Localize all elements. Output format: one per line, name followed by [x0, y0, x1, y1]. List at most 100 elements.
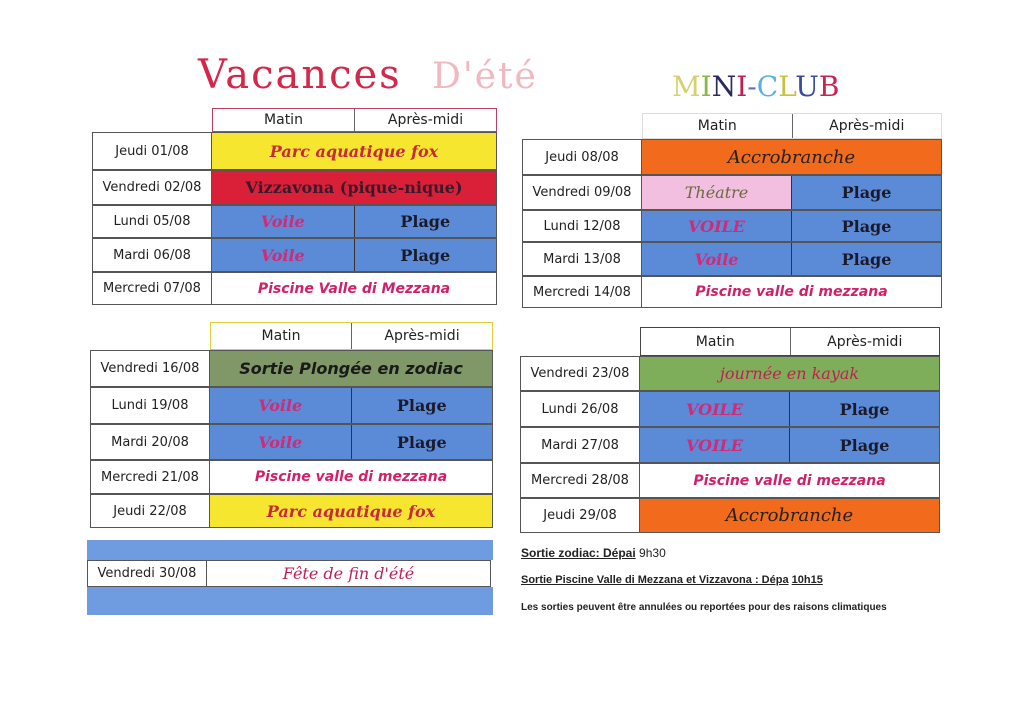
date-cell: Vendredi 23/08	[520, 356, 640, 391]
date-cell: Lundi 12/08	[522, 210, 642, 242]
header-apres-midi: Après-midi	[387, 112, 464, 128]
club-letter: I	[736, 70, 748, 103]
activity-cells: VOILE Plage	[640, 391, 940, 427]
header-matin: Matin	[643, 114, 793, 138]
date-cell: Vendredi 30/08	[87, 560, 207, 587]
activity-cell: Plage	[351, 425, 492, 459]
date-cell: Mercredi 28/08	[520, 463, 640, 498]
date-cell: Lundi 19/08	[90, 387, 210, 424]
note-piscine-label: Sortie Piscine Valle di Mezzana et Vizza…	[521, 574, 789, 586]
date-cell: Mercredi 14/08	[522, 276, 642, 308]
table-header: Matin Après-midi	[212, 108, 497, 132]
table-row: Mardi 13/08 Voile Plage	[522, 242, 942, 276]
table-row: Mercredi 14/08 Piscine valle di mezzana	[522, 276, 942, 308]
activity-cells: Vizzavona (pique-nique)	[212, 170, 497, 205]
activity-cells: Accrobranche	[642, 139, 942, 175]
activity-cell: Piscine valle di mezzana	[640, 464, 939, 497]
activity-cell: Parc aquatique fox	[212, 133, 496, 169]
note-piscine-time: 10h15	[791, 574, 823, 586]
activity-cells: Théatre Plage	[642, 175, 942, 210]
table-row: Lundi 26/08 VOILE Plage	[520, 391, 940, 427]
table-row: Mardi 20/08 Voile Plage	[90, 424, 493, 460]
date-cell: Mercredi 07/08	[92, 272, 212, 305]
table-row: Jeudi 29/08 Accrobranche	[520, 498, 940, 533]
table-row: Vendredi 23/08 journée en kayak	[520, 356, 940, 391]
note-disclaimer: Les sorties peuvent être annulées ou rep…	[521, 602, 887, 613]
activity-cells: Piscine Valle di Mezzana	[212, 272, 497, 305]
table-header: Matin Après-midi	[642, 113, 942, 139]
activity-cells: Piscine valle di mezzana	[210, 460, 493, 494]
table-row: Mercredi 07/08 Piscine Valle di Mezzana	[92, 272, 497, 305]
activity-cells: Voile Plage	[642, 242, 942, 276]
activity-cells: Voile Plage	[212, 205, 497, 238]
table-row: Vendredi 02/08 Vizzavona (pique-nique)	[92, 170, 497, 205]
activity-cells: Accrobranche	[640, 498, 940, 533]
table-header: Matin Après-midi	[210, 322, 493, 350]
date-cell: Vendredi 02/08	[92, 170, 212, 205]
club-letter: M	[672, 70, 701, 103]
date-cell: Lundi 05/08	[92, 205, 212, 238]
table-header: Matin Après-midi	[640, 327, 940, 356]
blue-band-bottom	[87, 587, 493, 615]
note-piscine: Sortie Piscine Valle di Mezzana et Vizza…	[521, 574, 823, 586]
activity-cells: Parc aquatique fox	[212, 132, 497, 170]
activity-cell: Plage	[790, 428, 939, 462]
activity-cell: VOILE	[640, 428, 790, 462]
activity-cells: Piscine valle di mezzana	[640, 463, 940, 498]
table-row: Jeudi 08/08 Accrobranche	[522, 139, 942, 175]
activity-cell: VOILE	[642, 211, 792, 241]
header-apres-midi: Après-midi	[384, 328, 460, 344]
table-row-final: Vendredi 30/08 Fête de fin d'été	[87, 560, 491, 587]
table-row: Lundi 19/08 Voile Plage	[90, 387, 493, 424]
activity-cells: VOILE Plage	[640, 427, 940, 463]
table-row: Vendredi 16/08 Sortie Plongée en zodiac	[90, 350, 493, 387]
activity-cell: Plage	[790, 392, 939, 426]
note-zodiac-time: 9h30	[639, 546, 666, 560]
activity-cell: Voile	[642, 243, 792, 275]
club-letter: N	[711, 70, 737, 103]
header-matin: Matin	[641, 328, 791, 355]
table-row: Lundi 05/08 Voile Plage	[92, 205, 497, 238]
activity-cell: Vizzavona (pique-nique)	[212, 171, 496, 204]
note-zodiac-label: Sortie zodiac: Dépai	[521, 546, 636, 560]
activity-cell: Piscine Valle di Mezzana	[212, 273, 496, 304]
club-letter: I	[700, 70, 712, 103]
club-letter: B	[818, 70, 840, 103]
club-letter: L	[778, 70, 796, 103]
table-row: Mardi 06/08 Voile Plage	[92, 238, 497, 272]
date-cell: Jeudi 22/08	[90, 494, 210, 528]
header-matin: Matin	[211, 323, 352, 349]
activity-cell: Plage	[354, 206, 496, 237]
header-matin: Matin	[213, 109, 355, 131]
date-cell: Vendredi 09/08	[522, 175, 642, 210]
table-row: Jeudi 22/08 Parc aquatique fox	[90, 494, 493, 528]
activity-cell: Piscine valle di mezzana	[210, 461, 492, 493]
activity-cell: Plage	[792, 211, 941, 241]
date-cell: Mardi 27/08	[520, 427, 640, 463]
note-zodiac: Sortie zodiac: Dépai 9h30	[521, 546, 666, 560]
activity-cell: Accrobranche	[640, 499, 939, 532]
club-letter: -	[747, 70, 757, 103]
activity-cells: Voile Plage	[210, 387, 493, 424]
activity-cells: VOILE Plage	[642, 210, 942, 242]
activity-cells: journée en kayak	[640, 356, 940, 391]
activity-cells: Parc aquatique fox	[210, 494, 493, 528]
date-cell: Jeudi 29/08	[520, 498, 640, 533]
activity-cell: VOILE	[640, 392, 790, 426]
activity-cell: Accrobranche	[642, 140, 941, 174]
table-row: Mardi 27/08 VOILE Plage	[520, 427, 940, 463]
activity-cell: Plage	[792, 176, 941, 209]
activity-cell: Voile	[210, 425, 352, 459]
activity-cell: Voile	[212, 206, 355, 237]
activity-cells: Piscine valle di mezzana	[642, 276, 942, 308]
activity-cell: Voile	[210, 388, 352, 423]
title-ete: D'été	[432, 56, 538, 97]
date-cell: Jeudi 08/08	[522, 139, 642, 175]
date-cell: Mardi 20/08	[90, 424, 210, 460]
club-letter: U	[795, 70, 819, 103]
activity-cell: Piscine valle di mezzana	[642, 277, 941, 307]
activity-cell: Parc aquatique fox	[210, 495, 492, 527]
table-row: Lundi 12/08 VOILE Plage	[522, 210, 942, 242]
title-vacances: Vacances	[198, 52, 402, 98]
activity-cells: Voile Plage	[212, 238, 497, 272]
